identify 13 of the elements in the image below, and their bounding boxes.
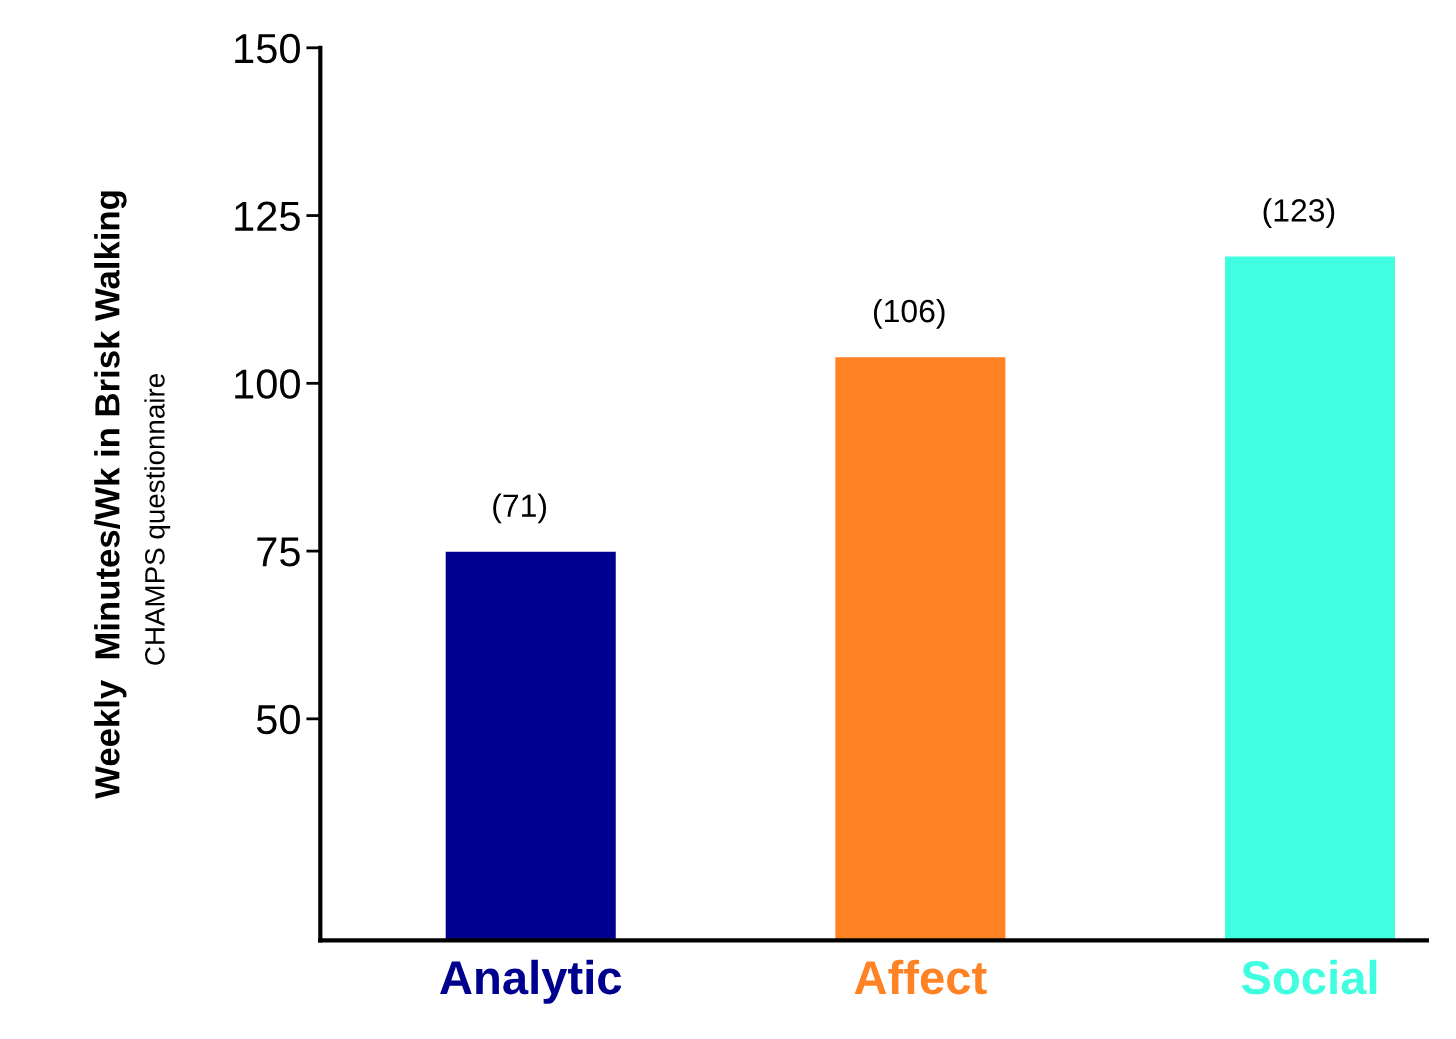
annotation: (123) <box>1263 198 1335 229</box>
y-tick-label: 150 <box>235 33 300 64</box>
y-tick-label: 75 <box>257 537 300 567</box>
y-tick-label: 125 <box>235 201 300 232</box>
y-axis-title: Weekly Minutes/Wk in Brisk Walking <box>94 191 127 799</box>
x-tick-label: Affect <box>854 959 987 995</box>
y-tick-label: 100 <box>235 369 300 399</box>
annotation: (71) <box>493 493 547 524</box>
y-tick-label: 50 <box>256 704 300 735</box>
text: CHAMPS questionnaire <box>144 374 171 665</box>
x-tick-label: Analytic <box>440 959 622 1004</box>
annotation: (106) <box>873 298 945 329</box>
x-tick-label: Social <box>1241 959 1377 995</box>
